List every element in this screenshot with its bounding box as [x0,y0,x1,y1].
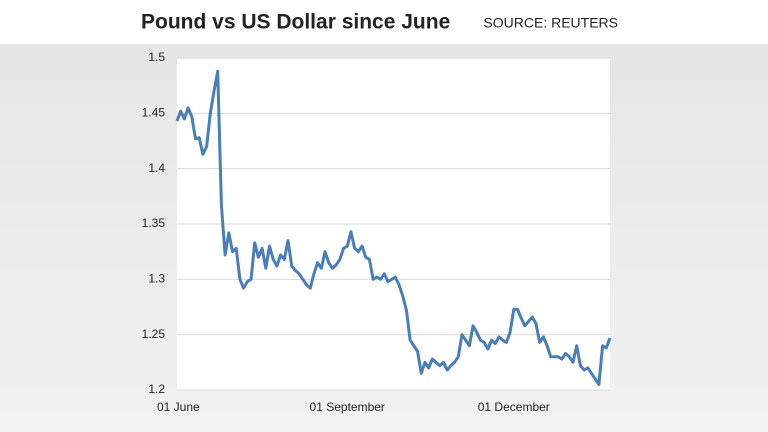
y-tick-label: 1.25 [142,327,166,341]
x-tick-label: 01 September [310,400,385,414]
chart-title: Pound vs US Dollar since June [141,11,450,34]
y-tick-label: 1.5 [148,50,165,64]
y-tick-label: 1.3 [148,272,165,286]
x-tick-label: 01 June [157,400,200,414]
y-tick-label: 1.2 [148,382,165,396]
source: SOURCE: REUTERS [483,15,618,31]
header [0,0,768,44]
y-tick-label: 1.4 [148,161,165,175]
x-tick-label: 01 December [478,400,550,414]
y-tick-label: 1.45 [142,106,166,120]
line [175,69,612,386]
y-tick-label: 1.35 [142,216,166,230]
